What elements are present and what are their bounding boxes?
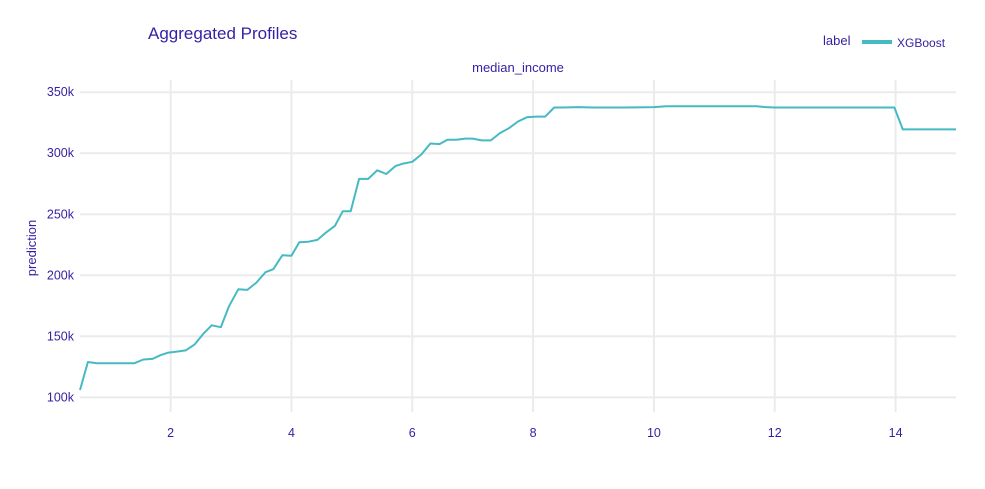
x-tick-labels: 2 4 6 8 10 12 14 [167, 426, 902, 440]
y-gridlines [80, 91, 956, 399]
y-tick-label: 350k [47, 85, 75, 99]
y-tick-label: 200k [47, 268, 75, 282]
y-tick-labels: 100k 150k 200k 250k 300k 350k [47, 85, 75, 404]
x-tick-label: 14 [889, 426, 903, 440]
y-tick-label: 150k [47, 329, 75, 343]
y-tick-label: 100k [47, 390, 75, 404]
legend-label-xgboost[interactable]: XGBoost [897, 36, 946, 50]
x-tick-label: 12 [768, 426, 782, 440]
series-line-xgboost[interactable] [79, 105, 956, 391]
chart-title: Aggregated Profiles [148, 24, 297, 43]
legend[interactable]: label XGBoost [823, 33, 946, 50]
x-tick-label: 8 [530, 426, 537, 440]
y-tick-label: 250k [47, 207, 75, 221]
x-gridlines [169, 80, 897, 412]
x-tick-label: 4 [288, 426, 295, 440]
y-tick-label: 300k [47, 146, 75, 160]
legend-title: label [823, 33, 851, 48]
x-tick-label: 2 [167, 426, 174, 440]
x-tick-label: 6 [409, 426, 416, 440]
y-axis-label: prediction [24, 220, 39, 276]
series-layer [79, 105, 956, 391]
chart-subtitle: median_income [472, 60, 564, 75]
x-tick-label: 10 [647, 426, 661, 440]
